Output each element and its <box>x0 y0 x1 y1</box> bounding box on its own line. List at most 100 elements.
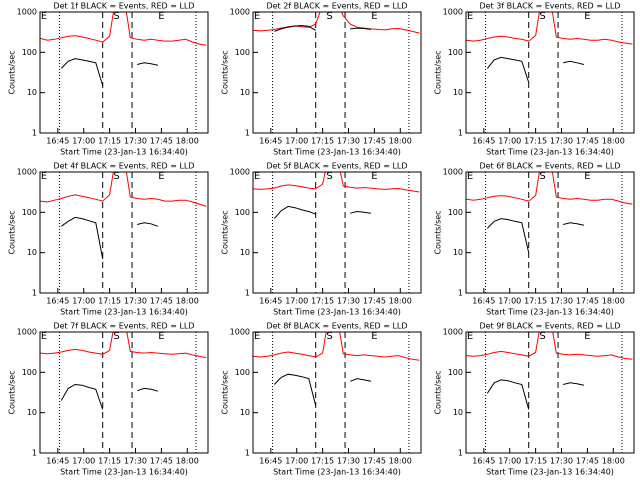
data-line <box>466 12 633 45</box>
annotation: S <box>326 171 332 182</box>
y-tick-label: 100 <box>448 208 463 217</box>
annotation: S <box>539 11 545 22</box>
y-tick-label: 1000 <box>230 8 250 17</box>
data-line <box>253 332 420 361</box>
y-tick-label: 100 <box>22 208 37 217</box>
data-line <box>253 172 420 193</box>
annotation: S <box>113 331 119 342</box>
annotation: E <box>584 171 590 182</box>
x-tick-label: 18:00 <box>602 137 625 146</box>
x-tick-label: 18:00 <box>176 297 199 306</box>
x-tick-label: 16:45 <box>46 297 69 306</box>
x-tick-label: 17:30 <box>124 457 147 466</box>
x-tick-label: 16:45 <box>259 137 282 146</box>
x-tick-label: 17:15 <box>311 297 334 306</box>
x-tick-label: 17:00 <box>498 457 521 466</box>
data-line <box>486 56 585 83</box>
x-axis-label: Start Time (23-Jan-13 16:34:40) <box>60 308 188 317</box>
panel: Det 7f BLACK = Events, RED = LLD Start Ti… <box>8 322 209 477</box>
plot-frame <box>252 11 422 134</box>
x-tick-label: 17:45 <box>576 297 599 306</box>
x-tick-label: 16:45 <box>259 457 282 466</box>
annotation: E <box>371 331 377 342</box>
y-tick-label: 1000 <box>230 168 250 177</box>
chart-title: Det 6f BLACK = Events, RED = LLD <box>479 162 620 171</box>
y-axis-label: Counts/sec <box>221 210 230 254</box>
data-line <box>60 58 158 86</box>
y-tick-label: 1000 <box>443 168 463 177</box>
data-line <box>40 12 207 46</box>
annotation: E <box>254 11 260 22</box>
x-tick-label: 17:45 <box>363 457 386 466</box>
annotation: S <box>326 11 332 22</box>
annotation: E <box>584 11 590 22</box>
x-tick-label: 16:45 <box>46 457 69 466</box>
x-axis-label: Start Time (23-Jan-13 16:34:40) <box>486 148 614 157</box>
chart-title: Det 8f BLACK = Events, RED = LLD <box>266 322 407 331</box>
x-tick-label: 17:45 <box>150 457 173 466</box>
chart-title: Det 4f BLACK = Events, RED = LLD <box>53 162 194 171</box>
panel: Det 6f BLACK = Events, RED = LLD Start Ti… <box>434 162 635 317</box>
y-tick-label: 1 <box>458 449 463 458</box>
plot-frame <box>39 331 209 454</box>
data-line <box>273 205 371 219</box>
panel: Det 5f BLACK = Events, RED = LLD Start Ti… <box>221 162 422 317</box>
x-tick-label: 17:00 <box>498 297 521 306</box>
data-line <box>466 332 633 360</box>
x-tick-label: 16:45 <box>259 297 282 306</box>
panel: Det 8f BLACK = Events, RED = LLD Start Ti… <box>221 322 422 477</box>
x-tick-label: 17:30 <box>550 457 573 466</box>
annotation: E <box>41 331 47 342</box>
x-tick-label: 17:45 <box>576 137 599 146</box>
data-line <box>486 379 584 410</box>
annotation: S <box>113 171 119 182</box>
y-axis-label: Counts/sec <box>221 370 230 414</box>
x-tick-label: 17:15 <box>311 457 334 466</box>
y-tick-label: 1000 <box>17 8 37 17</box>
x-tick-label: 18:00 <box>602 297 625 306</box>
x-tick-label: 16:45 <box>472 297 495 306</box>
x-tick-label: 18:00 <box>602 457 625 466</box>
plot-frame <box>252 171 422 294</box>
x-tick-label: 17:00 <box>72 297 95 306</box>
y-tick-label: 1 <box>458 289 463 298</box>
x-tick-label: 17:15 <box>524 297 547 306</box>
data-line <box>40 172 207 207</box>
panel: Det 3f BLACK = Events, RED = LLD Start Ti… <box>434 2 635 157</box>
x-tick-label: 17:30 <box>550 137 573 146</box>
data-line <box>273 373 371 406</box>
y-tick-label: 1 <box>32 289 37 298</box>
panel: Det 4f BLACK = Events, RED = LLD Start Ti… <box>8 162 209 317</box>
plot-frame <box>39 171 209 294</box>
y-tick-label: 1 <box>245 449 250 458</box>
panel: Det 9f BLACK = Events, RED = LLD Start Ti… <box>434 322 635 477</box>
x-tick-label: 17:45 <box>363 137 386 146</box>
y-axis-label: Counts/sec <box>8 370 17 414</box>
y-tick-label: 100 <box>22 48 37 57</box>
x-tick-label: 17:15 <box>98 137 121 146</box>
x-tick-label: 17:00 <box>285 297 308 306</box>
x-tick-label: 17:45 <box>363 297 386 306</box>
annotation: E <box>467 11 473 22</box>
annotation: S <box>539 171 545 182</box>
x-tick-label: 17:30 <box>124 137 147 146</box>
x-axis-label: Start Time (23-Jan-13 16:34:40) <box>486 308 614 317</box>
x-tick-label: 18:00 <box>176 137 199 146</box>
chart-title: Det 7f BLACK = Events, RED = LLD <box>53 322 194 331</box>
x-tick-label: 17:15 <box>524 457 547 466</box>
annotation: E <box>467 171 473 182</box>
chart-title: Det 5f BLACK = Events, RED = LLD <box>266 162 407 171</box>
annotation: E <box>467 331 473 342</box>
y-tick-label: 1 <box>32 129 37 138</box>
y-axis-label: Counts/sec <box>8 50 17 94</box>
y-tick-label: 10 <box>240 248 250 257</box>
data-line <box>60 383 159 410</box>
x-tick-label: 16:45 <box>472 137 495 146</box>
y-axis-label: Counts/sec <box>221 50 230 94</box>
x-tick-label: 17:00 <box>72 457 95 466</box>
y-tick-label: 100 <box>22 368 37 377</box>
y-tick-label: 10 <box>240 88 250 97</box>
y-tick-label: 1000 <box>17 168 37 177</box>
plot-frame <box>465 11 635 134</box>
x-axis-label: Start Time (23-Jan-13 16:34:40) <box>273 468 401 477</box>
